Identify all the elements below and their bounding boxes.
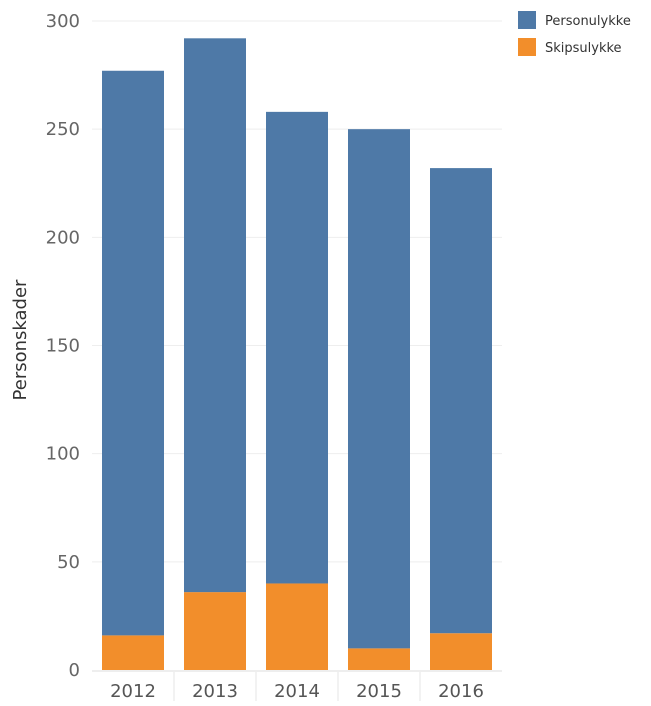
x-tick-label: 2016 (438, 681, 484, 702)
y-axis-title: Personskader (10, 279, 31, 401)
y-tick-label: 50 (57, 552, 80, 573)
legend-label-skipsulykke: Skipsulykke (545, 41, 622, 56)
legend-swatch-personulykke (518, 11, 536, 29)
y-tick-label: 300 (46, 11, 80, 32)
bar-personulykke-2014[interactable] (266, 111, 328, 584)
y-tick-label: 200 (46, 227, 80, 248)
bar-skipsulykke-2014[interactable] (266, 583, 328, 670)
legend: Personulykke Skipsulykke (518, 11, 631, 56)
y-tick-label: 100 (46, 444, 80, 465)
bar-personulykke-2015[interactable] (348, 129, 410, 649)
bars (102, 38, 492, 670)
x-tick-label: 2012 (110, 681, 156, 702)
bar-skipsulykke-2013[interactable] (184, 592, 246, 670)
legend-swatch-skipsulykke (518, 38, 536, 56)
x-tick-label: 2014 (274, 681, 320, 702)
x-tick-label: 2015 (356, 681, 402, 702)
bar-skipsulykke-2015[interactable] (348, 648, 410, 670)
bar-personulykke-2012[interactable] (102, 70, 164, 636)
bar-skipsulykke-2012[interactable] (102, 635, 164, 670)
y-tick-label: 150 (46, 336, 80, 357)
legend-label-personulykke: Personulykke (545, 14, 631, 29)
y-tick-label: 250 (46, 119, 80, 140)
bar-personulykke-2013[interactable] (184, 38, 246, 593)
bar-skipsulykke-2016[interactable] (430, 633, 492, 670)
axes: Personskader 0 50 100 150 200 250 300 2012 2013 2… (10, 11, 502, 702)
bar-personulykke-2016[interactable] (430, 168, 492, 634)
x-tick-label: 2013 (192, 681, 238, 702)
y-tick-label: 0 (69, 660, 80, 681)
